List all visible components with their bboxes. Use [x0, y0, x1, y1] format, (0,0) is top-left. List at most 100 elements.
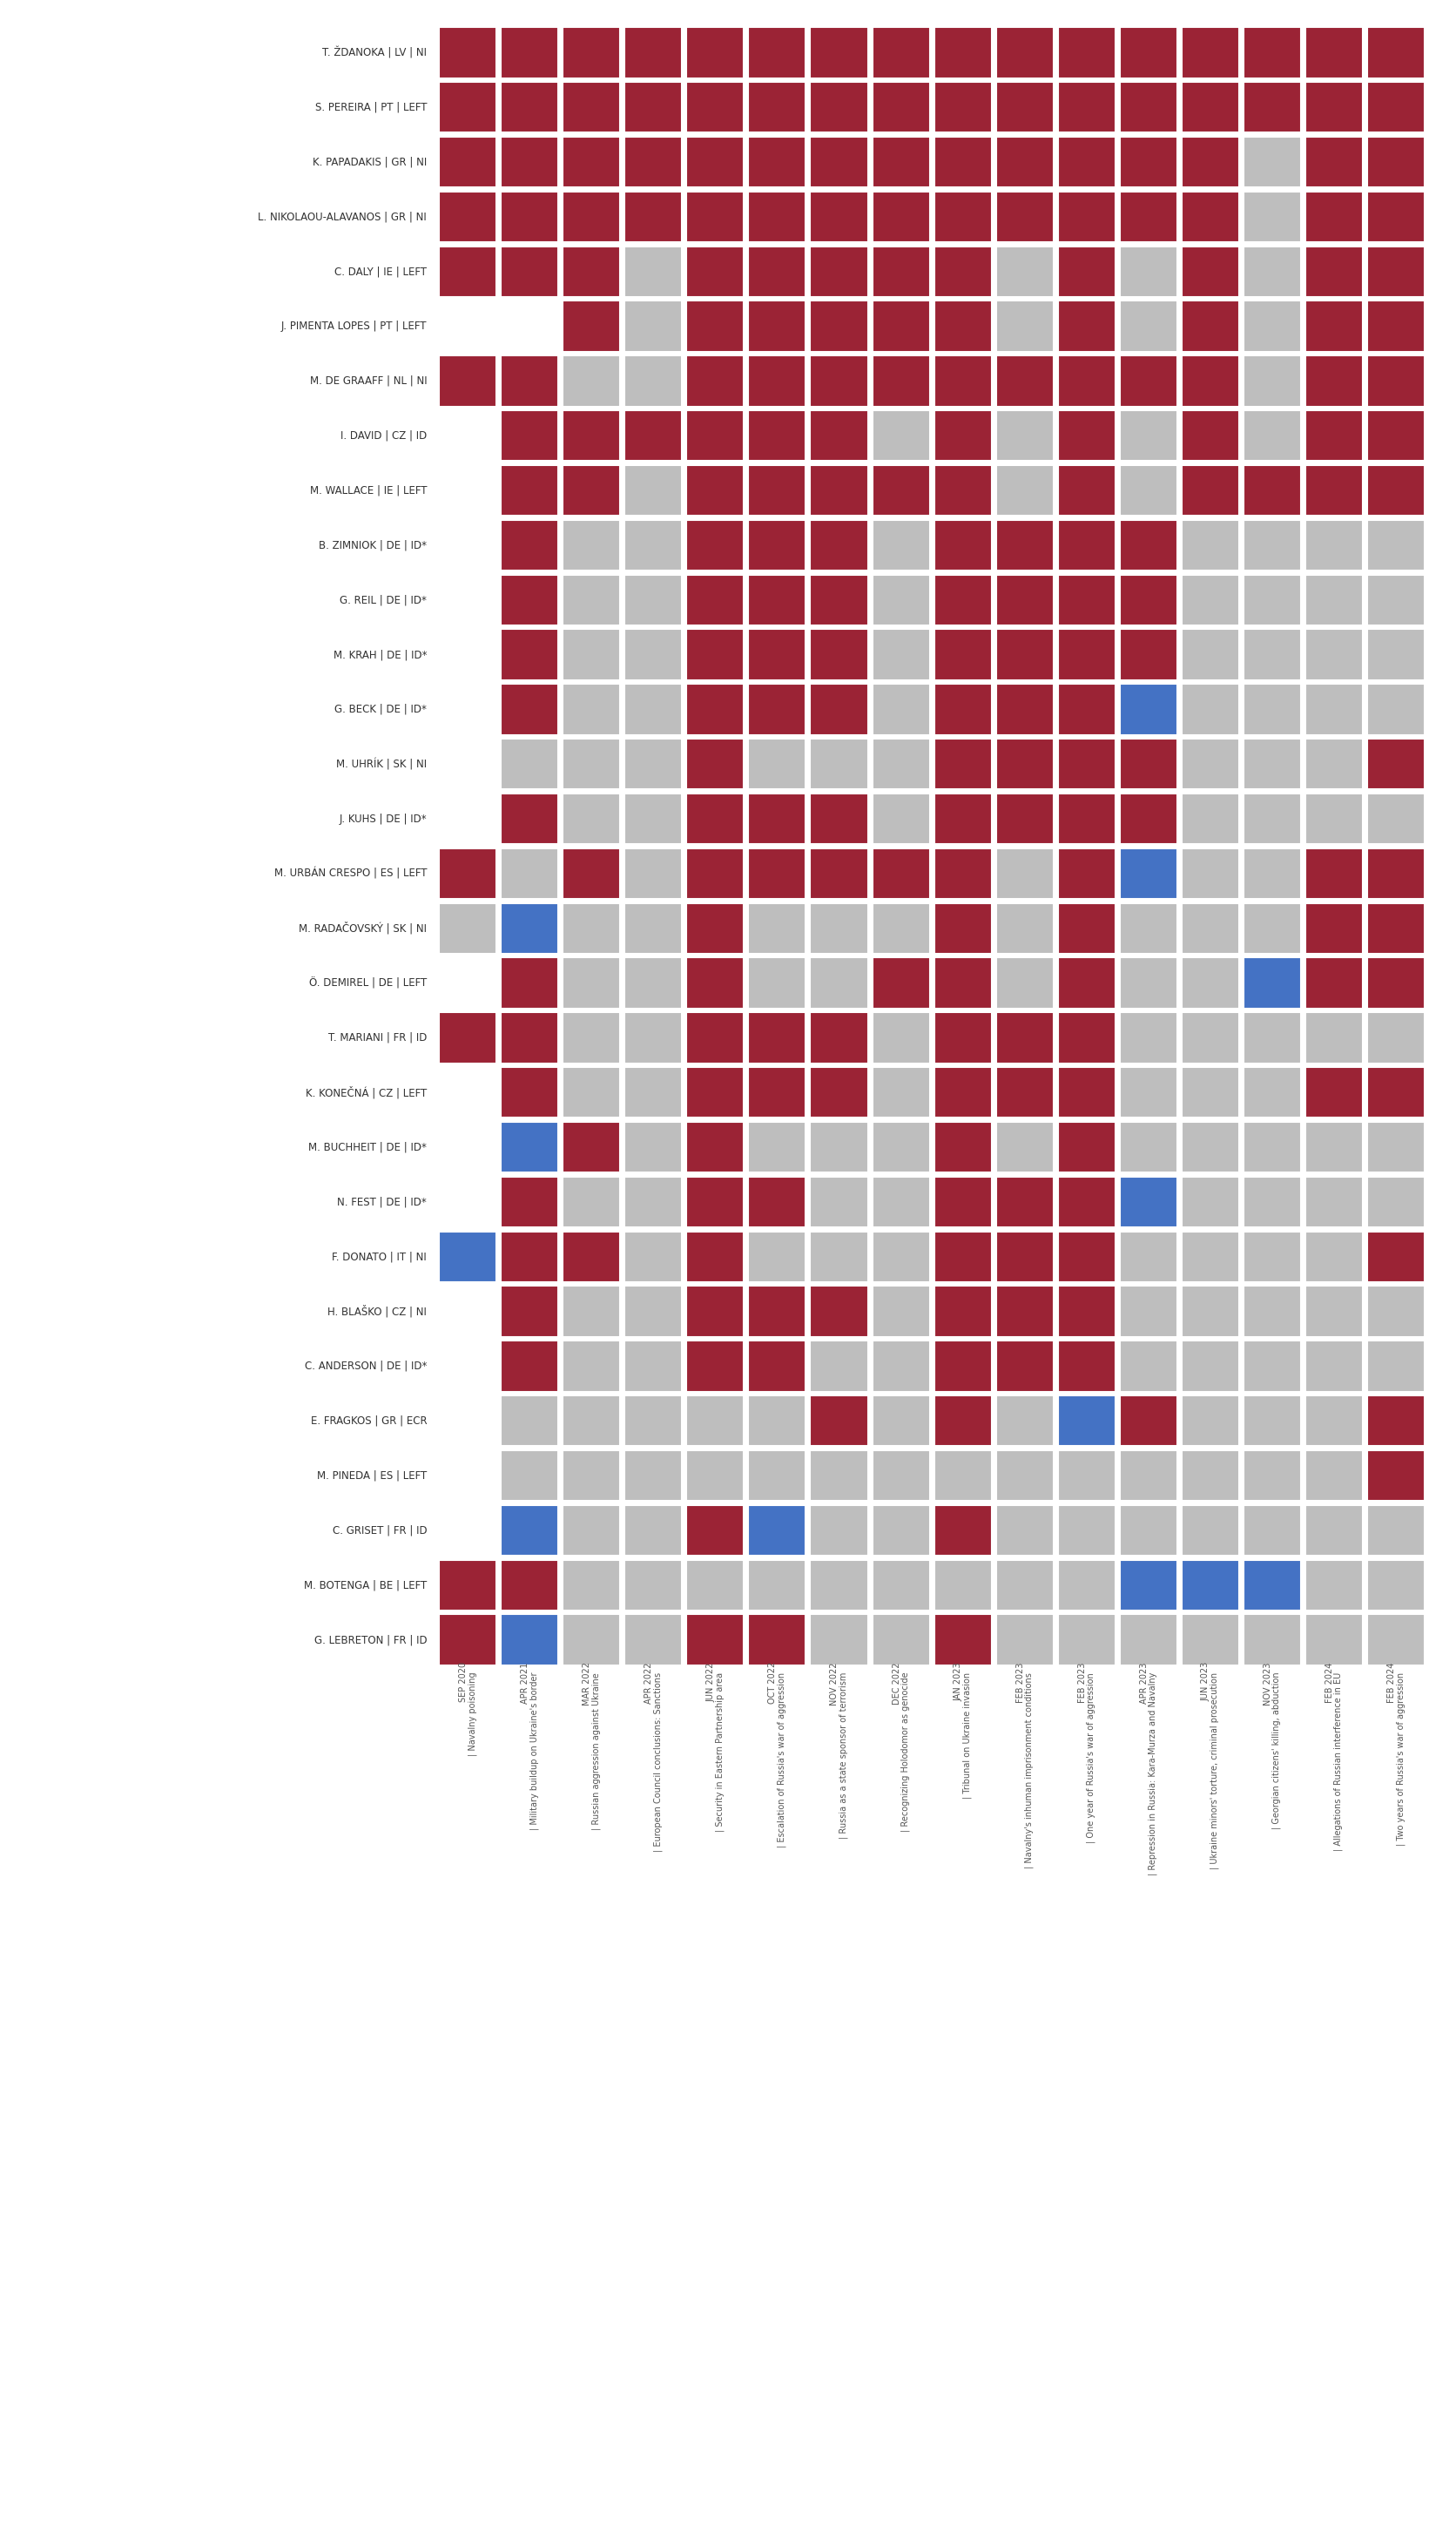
FancyBboxPatch shape: [1057, 1013, 1115, 1063]
FancyBboxPatch shape: [1120, 685, 1178, 735]
FancyBboxPatch shape: [1243, 793, 1302, 844]
FancyBboxPatch shape: [686, 1122, 744, 1172]
FancyBboxPatch shape: [1305, 465, 1363, 515]
FancyBboxPatch shape: [686, 465, 744, 515]
FancyBboxPatch shape: [1305, 409, 1363, 462]
Text: SEP 2020: SEP 2020: [459, 1662, 467, 1703]
FancyBboxPatch shape: [438, 1122, 496, 1172]
FancyBboxPatch shape: [686, 1559, 744, 1612]
FancyBboxPatch shape: [1243, 685, 1302, 735]
FancyBboxPatch shape: [1120, 1122, 1178, 1172]
FancyBboxPatch shape: [1057, 1230, 1115, 1283]
Text: C. ANDERSON | DE | ID*: C. ANDERSON | DE | ID*: [304, 1362, 427, 1372]
Text: | Navalny's inhuman imprisonment conditions: | Navalny's inhuman imprisonment conditi…: [1025, 1672, 1034, 1869]
FancyBboxPatch shape: [872, 629, 930, 679]
FancyBboxPatch shape: [1120, 301, 1178, 351]
FancyBboxPatch shape: [810, 301, 868, 351]
FancyBboxPatch shape: [501, 902, 559, 955]
FancyBboxPatch shape: [810, 1559, 868, 1612]
FancyBboxPatch shape: [748, 136, 807, 187]
FancyBboxPatch shape: [686, 301, 744, 351]
FancyBboxPatch shape: [933, 301, 992, 351]
FancyBboxPatch shape: [1181, 629, 1239, 679]
FancyBboxPatch shape: [996, 793, 1054, 844]
FancyBboxPatch shape: [810, 685, 868, 735]
FancyBboxPatch shape: [438, 793, 496, 844]
FancyBboxPatch shape: [562, 192, 620, 242]
FancyBboxPatch shape: [438, 1177, 496, 1228]
Text: M. DE GRAAFF | NL | NI: M. DE GRAAFF | NL | NI: [310, 376, 427, 386]
FancyBboxPatch shape: [562, 28, 620, 78]
FancyBboxPatch shape: [501, 409, 559, 462]
FancyBboxPatch shape: [1057, 849, 1115, 899]
FancyBboxPatch shape: [686, 793, 744, 844]
FancyBboxPatch shape: [1181, 465, 1239, 515]
FancyBboxPatch shape: [1181, 1505, 1239, 1556]
FancyBboxPatch shape: [438, 573, 496, 626]
FancyBboxPatch shape: [1120, 1394, 1178, 1447]
FancyBboxPatch shape: [686, 1013, 744, 1063]
Text: M. URBÁN CRESPO | ES | LEFT: M. URBÁN CRESPO | ES | LEFT: [274, 866, 427, 879]
FancyBboxPatch shape: [872, 1230, 930, 1283]
FancyBboxPatch shape: [810, 1230, 868, 1283]
FancyBboxPatch shape: [1181, 136, 1239, 187]
Text: C. DALY | IE | LEFT: C. DALY | IE | LEFT: [335, 265, 427, 278]
FancyBboxPatch shape: [1057, 520, 1115, 571]
FancyBboxPatch shape: [1243, 1394, 1302, 1447]
FancyBboxPatch shape: [1181, 1614, 1239, 1665]
FancyBboxPatch shape: [562, 849, 620, 899]
FancyBboxPatch shape: [810, 1066, 868, 1119]
Text: J. KUHS | DE | ID*: J. KUHS | DE | ID*: [339, 813, 427, 823]
FancyBboxPatch shape: [1181, 1559, 1239, 1612]
FancyBboxPatch shape: [625, 465, 683, 515]
FancyBboxPatch shape: [1367, 1122, 1425, 1172]
FancyBboxPatch shape: [501, 465, 559, 515]
FancyBboxPatch shape: [996, 1066, 1054, 1119]
FancyBboxPatch shape: [1057, 738, 1115, 791]
FancyBboxPatch shape: [996, 1394, 1054, 1447]
FancyBboxPatch shape: [933, 573, 992, 626]
FancyBboxPatch shape: [686, 81, 744, 134]
FancyBboxPatch shape: [625, 1177, 683, 1228]
FancyBboxPatch shape: [1243, 1122, 1302, 1172]
FancyBboxPatch shape: [1367, 1341, 1425, 1392]
FancyBboxPatch shape: [1181, 1177, 1239, 1228]
FancyBboxPatch shape: [501, 1286, 559, 1336]
FancyBboxPatch shape: [625, 685, 683, 735]
FancyBboxPatch shape: [748, 465, 807, 515]
Text: E. FRAGKOS | GR | ECR: E. FRAGKOS | GR | ECR: [310, 1415, 427, 1427]
FancyBboxPatch shape: [1305, 1066, 1363, 1119]
FancyBboxPatch shape: [1367, 301, 1425, 351]
FancyBboxPatch shape: [996, 738, 1054, 791]
FancyBboxPatch shape: [562, 1122, 620, 1172]
FancyBboxPatch shape: [1057, 902, 1115, 955]
FancyBboxPatch shape: [1120, 629, 1178, 679]
FancyBboxPatch shape: [872, 849, 930, 899]
FancyBboxPatch shape: [1057, 573, 1115, 626]
FancyBboxPatch shape: [1367, 738, 1425, 791]
FancyBboxPatch shape: [996, 1559, 1054, 1612]
FancyBboxPatch shape: [1243, 849, 1302, 899]
FancyBboxPatch shape: [748, 849, 807, 899]
FancyBboxPatch shape: [1181, 902, 1239, 955]
FancyBboxPatch shape: [501, 192, 559, 242]
FancyBboxPatch shape: [996, 28, 1054, 78]
FancyBboxPatch shape: [501, 1177, 559, 1228]
FancyBboxPatch shape: [1305, 1286, 1363, 1336]
FancyBboxPatch shape: [1305, 685, 1363, 735]
Text: S. PEREIRA | PT | LEFT: S. PEREIRA | PT | LEFT: [314, 101, 427, 114]
FancyBboxPatch shape: [562, 629, 620, 679]
FancyBboxPatch shape: [438, 136, 496, 187]
FancyBboxPatch shape: [810, 738, 868, 791]
FancyBboxPatch shape: [996, 465, 1054, 515]
FancyBboxPatch shape: [810, 849, 868, 899]
FancyBboxPatch shape: [748, 301, 807, 351]
FancyBboxPatch shape: [625, 1394, 683, 1447]
FancyBboxPatch shape: [1181, 520, 1239, 571]
FancyBboxPatch shape: [748, 1013, 807, 1063]
FancyBboxPatch shape: [1181, 738, 1239, 791]
FancyBboxPatch shape: [810, 793, 868, 844]
FancyBboxPatch shape: [933, 1341, 992, 1392]
FancyBboxPatch shape: [686, 1614, 744, 1665]
FancyBboxPatch shape: [562, 1394, 620, 1447]
